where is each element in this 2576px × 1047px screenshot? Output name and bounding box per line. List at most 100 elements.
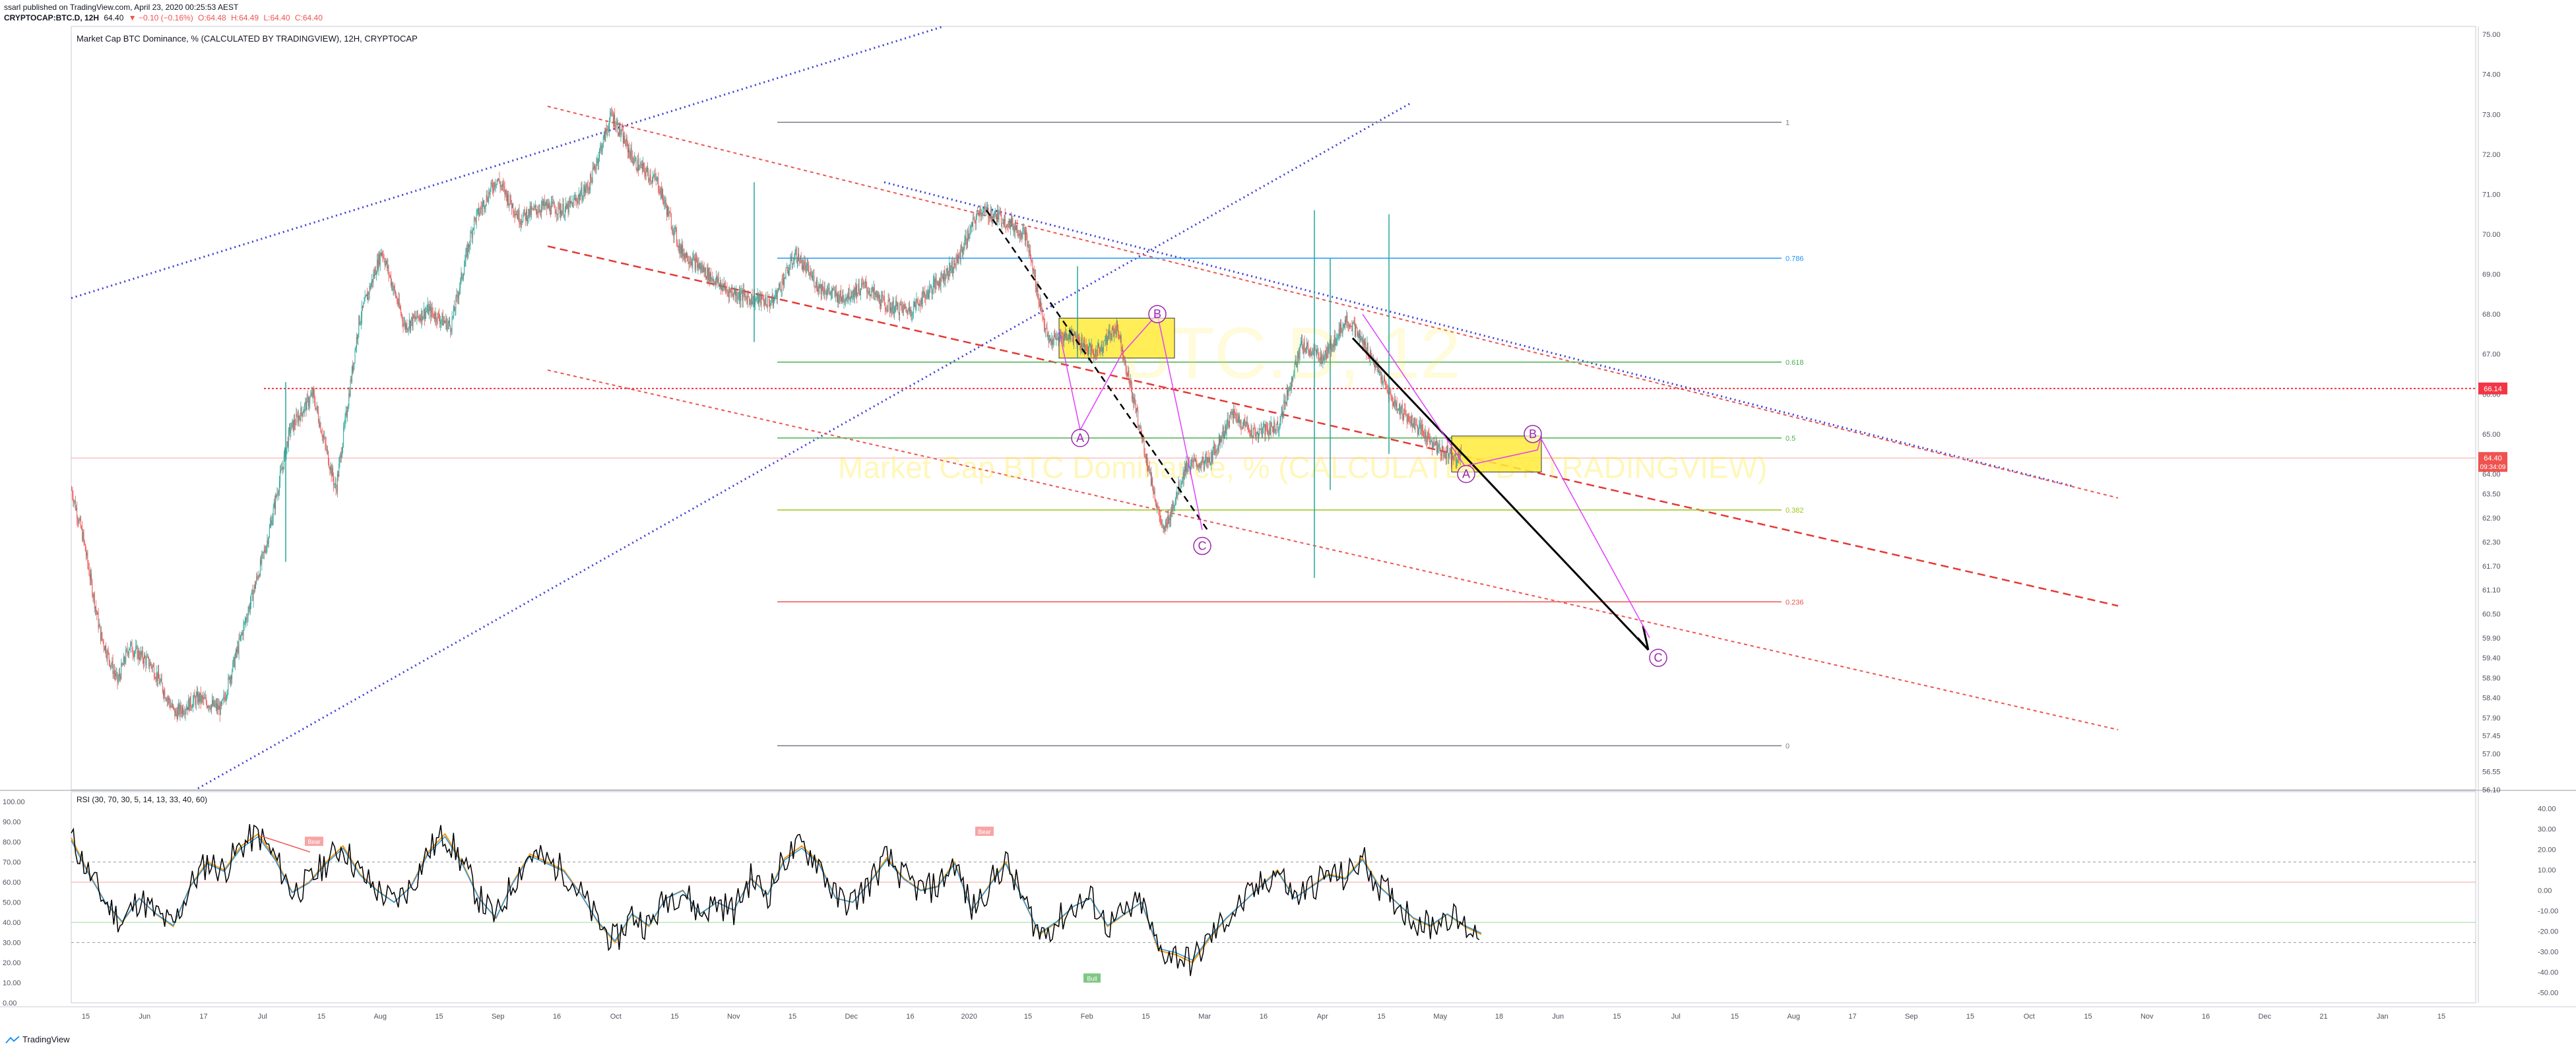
- candle-body: [113, 670, 114, 674]
- candle-body: [1043, 317, 1044, 319]
- price-axis-label: 58.40: [2482, 695, 2501, 703]
- candle-body: [1198, 464, 1200, 467]
- candle-body: [1361, 337, 1363, 339]
- candle-body: [1409, 420, 1411, 422]
- candle-body: [179, 704, 181, 715]
- candle-body: [1360, 333, 1361, 340]
- candle-body: [631, 156, 633, 163]
- candle-body: [1101, 344, 1103, 352]
- candle-body: [1447, 445, 1448, 453]
- price-axis-label: 70.00: [2482, 231, 2501, 239]
- candle-body: [1405, 413, 1407, 415]
- candle-body: [969, 228, 971, 236]
- candle-body: [1355, 325, 1357, 336]
- candle-body: [699, 263, 700, 269]
- candle-body: [637, 159, 638, 172]
- candle-body: [794, 254, 796, 258]
- candle-body: [590, 174, 591, 190]
- candle-body: [86, 552, 88, 556]
- candle-body: [932, 282, 934, 290]
- candle-body: [505, 189, 506, 195]
- candle-body: [1142, 438, 1143, 439]
- candle-body: [1396, 402, 1398, 410]
- candle-body: [1107, 337, 1108, 345]
- candle-body: [662, 189, 663, 198]
- price-axis-label: 57.90: [2482, 714, 2501, 722]
- candle-body: [677, 242, 678, 246]
- candle-body: [499, 183, 501, 187]
- candle-body: [411, 317, 412, 321]
- candle-body: [1332, 345, 1334, 350]
- candle-body: [953, 259, 955, 270]
- candle-body: [554, 203, 555, 208]
- candle-body: [1356, 325, 1357, 328]
- candle-body: [459, 288, 461, 293]
- candle-body: [1014, 226, 1015, 232]
- candle-body: [740, 293, 742, 301]
- candle-body: [935, 278, 936, 290]
- candle-body: [760, 294, 761, 305]
- candle-body: [393, 286, 395, 289]
- candle-body: [224, 697, 226, 701]
- candle-body: [764, 303, 765, 305]
- candle-body: [724, 286, 726, 290]
- candle-body: [984, 206, 986, 209]
- candle-body: [1449, 454, 1450, 455]
- candle-body: [165, 698, 166, 699]
- candle-body: [175, 710, 176, 716]
- candle-body: [576, 198, 577, 202]
- last-price-badge: [2478, 452, 2507, 472]
- candle-body: [751, 294, 752, 305]
- candle-body: [748, 296, 749, 298]
- candle-body: [150, 662, 152, 666]
- candle-body: [1213, 446, 1214, 449]
- candle-body: [1351, 326, 1353, 332]
- candle-body: [1124, 358, 1126, 360]
- candle-body: [1439, 444, 1440, 449]
- candle-body: [1079, 343, 1081, 344]
- candle-body: [1322, 356, 1324, 364]
- bull-tag: [1083, 973, 1101, 983]
- candle-body: [1349, 325, 1350, 327]
- candle-body: [719, 283, 720, 285]
- tradingview-brand[interactable]: TradingView: [5, 1034, 70, 1044]
- candle-body: [356, 336, 357, 348]
- candle-body: [752, 294, 753, 305]
- candle-body: [796, 261, 798, 263]
- candle-body: [195, 695, 197, 705]
- candle-body: [958, 255, 959, 263]
- candle-body: [1157, 506, 1159, 509]
- candle-body: [1114, 329, 1116, 331]
- candle-body: [1159, 515, 1161, 523]
- candle-body: [503, 185, 505, 187]
- rsi-left-axis-label: 100.00: [3, 798, 25, 806]
- candle-body: [901, 306, 903, 307]
- candle-body: [1007, 224, 1008, 226]
- candle-body: [1357, 333, 1359, 336]
- candle-body: [1184, 466, 1186, 472]
- candle-body: [453, 306, 454, 317]
- candle-body: [1058, 336, 1060, 345]
- candle-body: [223, 695, 224, 699]
- candle-body: [1265, 424, 1266, 435]
- candle-body: [1048, 334, 1049, 343]
- candle-body: [238, 638, 240, 653]
- candle-body: [366, 294, 367, 296]
- last-value: 64.40: [104, 13, 124, 22]
- wave-label-circle: [1457, 464, 1475, 484]
- candle-body: [348, 393, 350, 406]
- candle-body: [831, 292, 832, 293]
- candle-body: [1281, 407, 1282, 416]
- candle-body: [1177, 493, 1178, 495]
- candle-body: [385, 262, 386, 266]
- candle-body: [1178, 482, 1180, 492]
- rsi-right-axis-label: -20.00: [2538, 928, 2558, 936]
- candle-body: [949, 263, 950, 277]
- candle-body: [971, 223, 972, 227]
- candle-body: [1149, 466, 1150, 474]
- candle-body: [113, 670, 115, 674]
- candle-body: [1413, 418, 1414, 425]
- candle-body: [734, 290, 735, 293]
- candle-body: [544, 204, 546, 206]
- candle-body: [676, 230, 677, 243]
